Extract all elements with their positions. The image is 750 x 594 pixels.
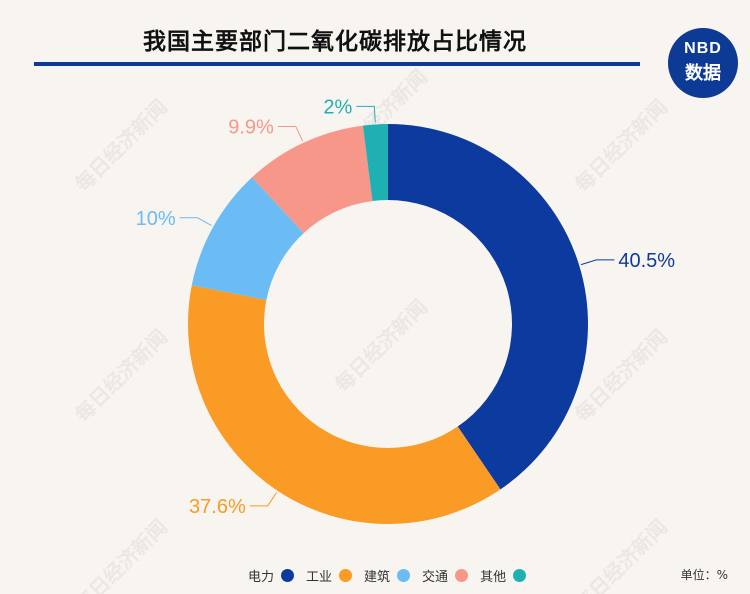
data-label-transport: 9.9% <box>228 116 274 138</box>
legend-item-buildings: 建筑 <box>364 566 411 585</box>
legend-item-other: 其他 <box>480 566 527 585</box>
leader-line-transport <box>277 125 304 142</box>
donut-slice-transport <box>252 125 373 234</box>
leader-line-buildings <box>179 217 212 227</box>
donut-slice-buildings <box>191 177 304 300</box>
data-label-other: 2% <box>323 96 352 118</box>
leader-line-industry <box>249 492 277 507</box>
donut-slice-electricity <box>388 124 588 490</box>
legend-label: 交通 <box>422 570 449 585</box>
legend-swatch <box>455 569 469 582</box>
chart-title: 我国主要部门二氧化碳排放占比情况 <box>143 29 527 55</box>
leader-line-other <box>356 105 376 123</box>
legend-item-industry: 工业 <box>306 566 353 585</box>
logo-text-bottom: 数据 <box>685 63 721 84</box>
data-label-electricity: 40.5% <box>618 250 675 272</box>
legend-label: 其他 <box>480 570 507 585</box>
legend-label: 建筑 <box>364 570 391 585</box>
legend-item-transport: 交通 <box>422 566 469 585</box>
chart-legend: 电力 工业 建筑 交通 其他 <box>248 566 538 585</box>
nbd-logo: NBD 数据 <box>668 28 738 98</box>
legend-swatch <box>397 569 411 582</box>
legend-item-electricity: 电力 <box>248 566 295 585</box>
title-underline <box>34 62 640 66</box>
legend-label: 工业 <box>306 570 333 585</box>
donut-slice-other <box>362 124 388 201</box>
leader-line-electricity <box>580 259 615 266</box>
data-label-buildings: 10% <box>136 208 176 230</box>
data-label-industry: 37.6% <box>189 496 246 518</box>
logo-text-top: NBD <box>684 40 722 57</box>
legend-swatch <box>281 569 295 582</box>
unit-label: 单位：% <box>680 568 728 582</box>
donut-slice-industry <box>188 285 501 524</box>
legend-swatch <box>339 569 353 582</box>
legend-label: 电力 <box>248 570 275 585</box>
legend-swatch <box>513 569 527 582</box>
